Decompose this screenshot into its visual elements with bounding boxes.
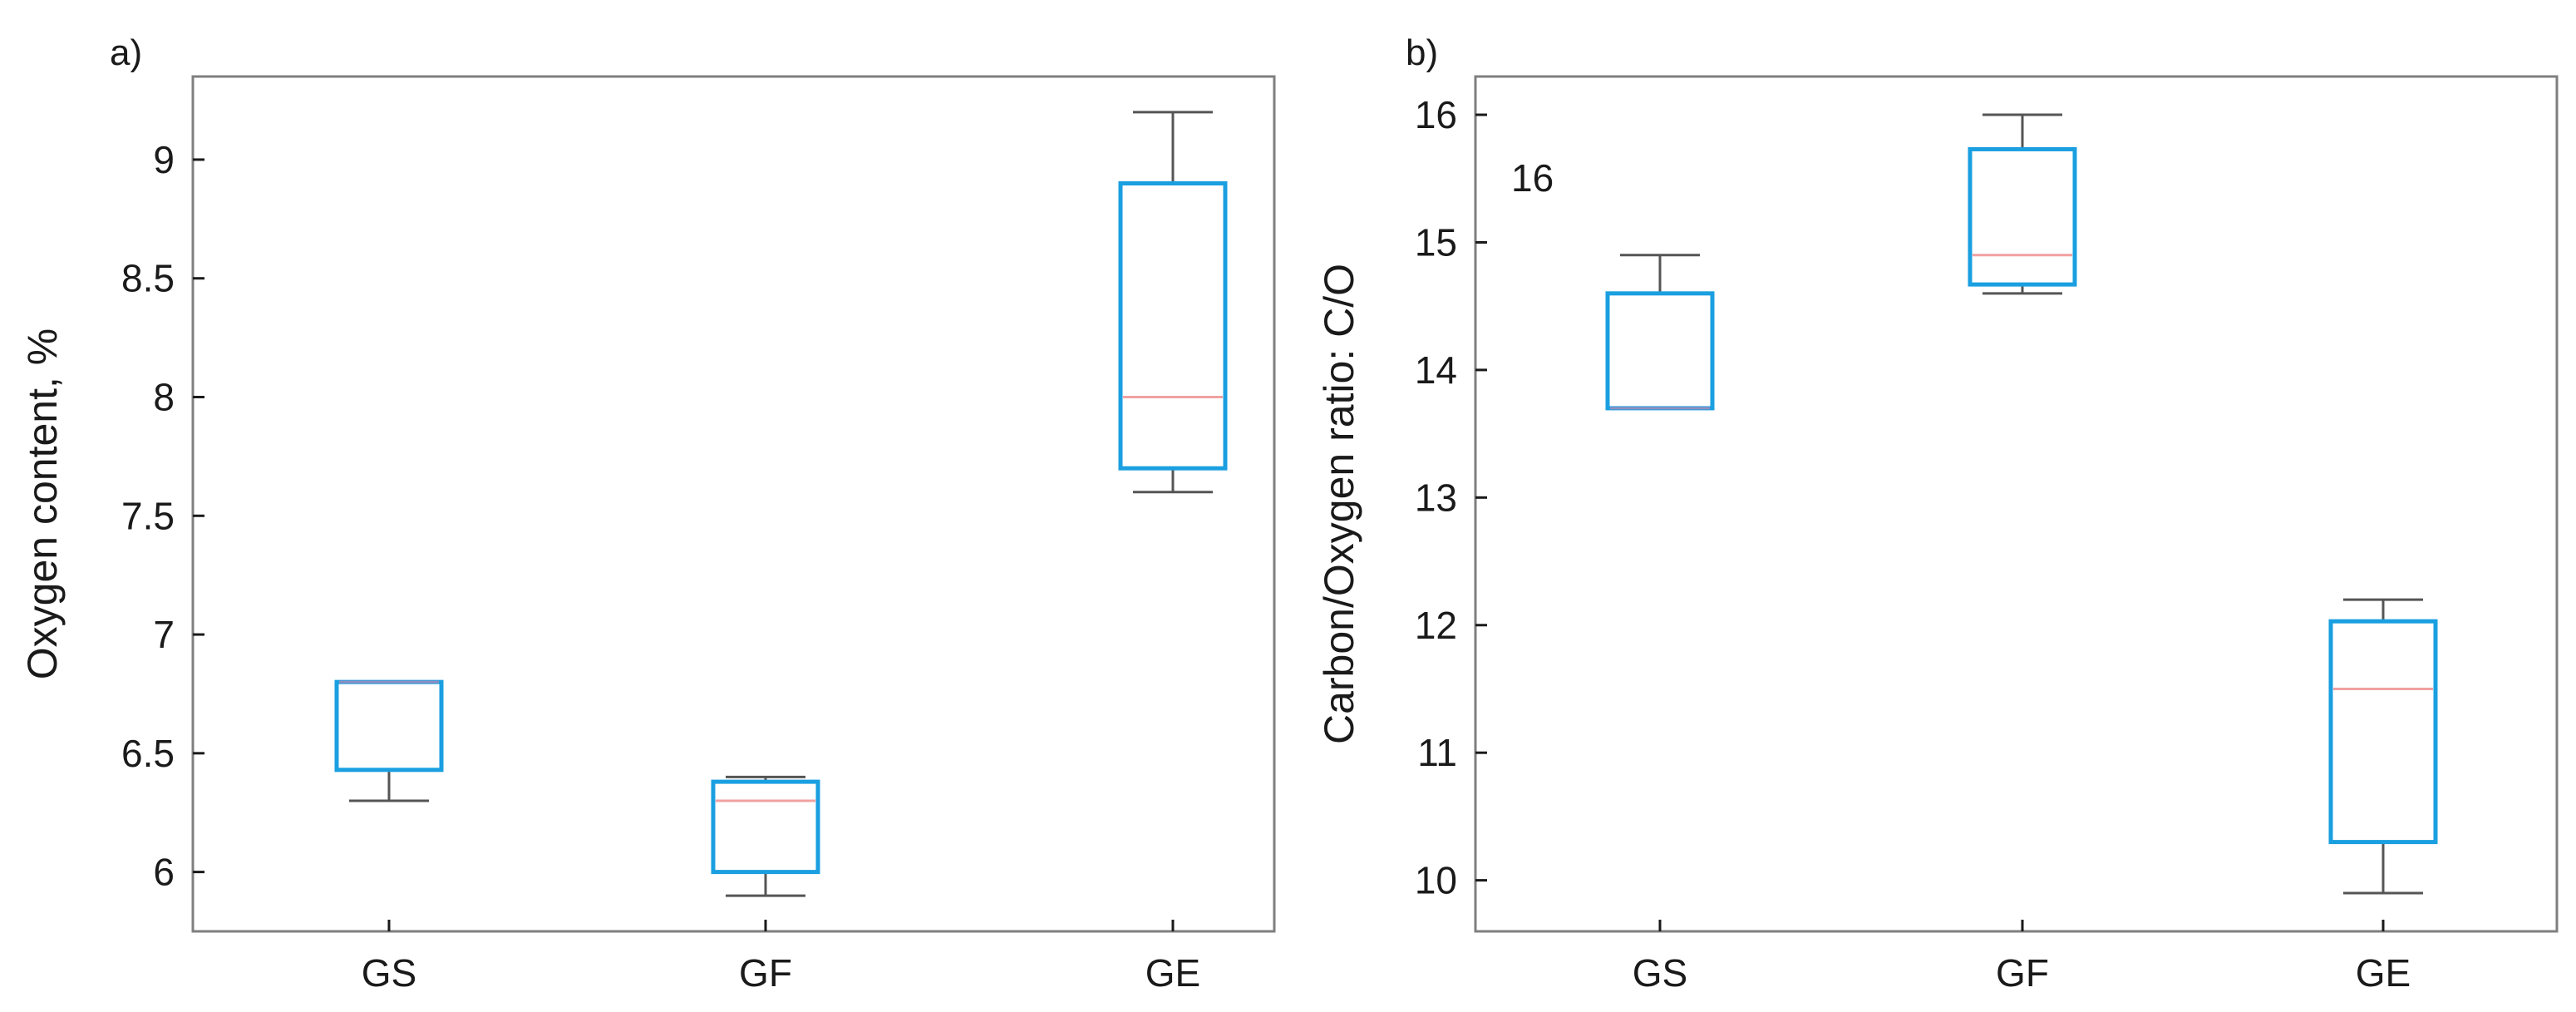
y-tick-label: 7.5 <box>121 494 175 537</box>
y-axis-label: Carbon/Oxygen ratio: C/O <box>1316 264 1362 744</box>
x-tick-label: GS <box>362 951 416 995</box>
y-tick-label: 7 <box>153 613 175 656</box>
y-tick-label: 8 <box>153 376 175 419</box>
plot-frame <box>1474 75 2559 933</box>
panel-label: a) <box>110 32 142 73</box>
box-gf <box>711 775 820 897</box>
iqr-box <box>1118 181 1228 471</box>
iqr-box <box>334 679 444 773</box>
y-tick-label: 16 <box>1415 93 1457 136</box>
panel-label: b) <box>1406 32 1438 73</box>
plot-frame <box>191 75 1276 933</box>
box-ge <box>1118 111 1228 494</box>
y-tick-label: 10 <box>1415 859 1457 902</box>
y-tick-label: 9 <box>153 138 175 181</box>
iqr-box <box>1968 146 2077 287</box>
box-gs <box>334 679 444 802</box>
iqr-box <box>1605 291 1715 411</box>
x-tick-label: GF <box>739 951 792 995</box>
x-tick-label: GE <box>1145 951 1200 995</box>
y-tick-label: 6.5 <box>121 732 175 775</box>
x-tick-label: GS <box>1633 951 1687 995</box>
y-tick-label: 6 <box>153 851 175 894</box>
box-ge <box>2328 598 2438 895</box>
annotation-text: 16 <box>1511 156 1554 200</box>
y-tick-label: 11 <box>1417 731 1457 774</box>
y-axis-label: Oxygen content, % <box>19 328 66 679</box>
x-tick-label: GE <box>2356 951 2411 995</box>
iqr-box <box>711 779 820 875</box>
x-tick-label: GF <box>1996 951 2049 995</box>
iqr-box <box>2328 619 2438 845</box>
panel-a: a) 6 6.5 7 7.5 8 8.5 9 Oxygen content, % GS GF GE <box>19 32 1276 995</box>
panel-b: b) 10 11 12 13 14 15 16 Carbon/Oxygen ratio: C/O… <box>1316 32 2559 995</box>
y-tick-label: 14 <box>1415 348 1457 392</box>
box-gs <box>1605 254 1715 411</box>
y-tick-label: 8.5 <box>121 257 175 300</box>
box-gf <box>1968 113 2077 295</box>
y-tick-label: 12 <box>1415 604 1457 647</box>
y-tick-label: 15 <box>1415 220 1457 264</box>
y-tick-label: 13 <box>1415 476 1457 519</box>
